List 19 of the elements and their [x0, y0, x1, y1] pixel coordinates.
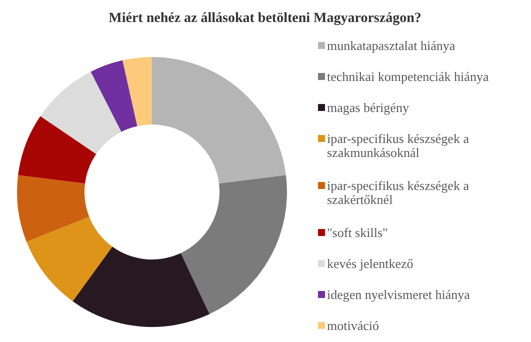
legend-label: munkatapasztalat hiánya — [327, 38, 456, 53]
donut-slice — [40, 72, 122, 154]
chart-title: Miért nehéz az állásokat betölteni Magyarországon? — [108, 11, 422, 26]
donut-slice — [17, 175, 90, 242]
legend-label: "soft skills" — [327, 225, 388, 240]
donut-slice — [180, 175, 287, 314]
legend-label: motiváció — [327, 318, 379, 333]
donut-slice — [26, 216, 112, 302]
legend-label: ipar-specifikus készségek a szakmunkásoknál — [327, 131, 470, 160]
donut-slice — [90, 60, 138, 132]
donut-slice — [152, 57, 286, 184]
donut-slice — [122, 57, 152, 126]
legend-label: magas bérigény — [327, 100, 410, 115]
donut-slice — [72, 246, 210, 327]
donut-slice — [18, 116, 96, 184]
legend-label: technikai kompetenciák hiánya — [327, 69, 489, 84]
legend-label: kevés jelentkező — [327, 256, 414, 271]
legend-label: idegen nyelvismeret hiánya — [327, 287, 470, 302]
legend-label: ipar-specifikus készségek a szakértőknél — [327, 178, 470, 207]
